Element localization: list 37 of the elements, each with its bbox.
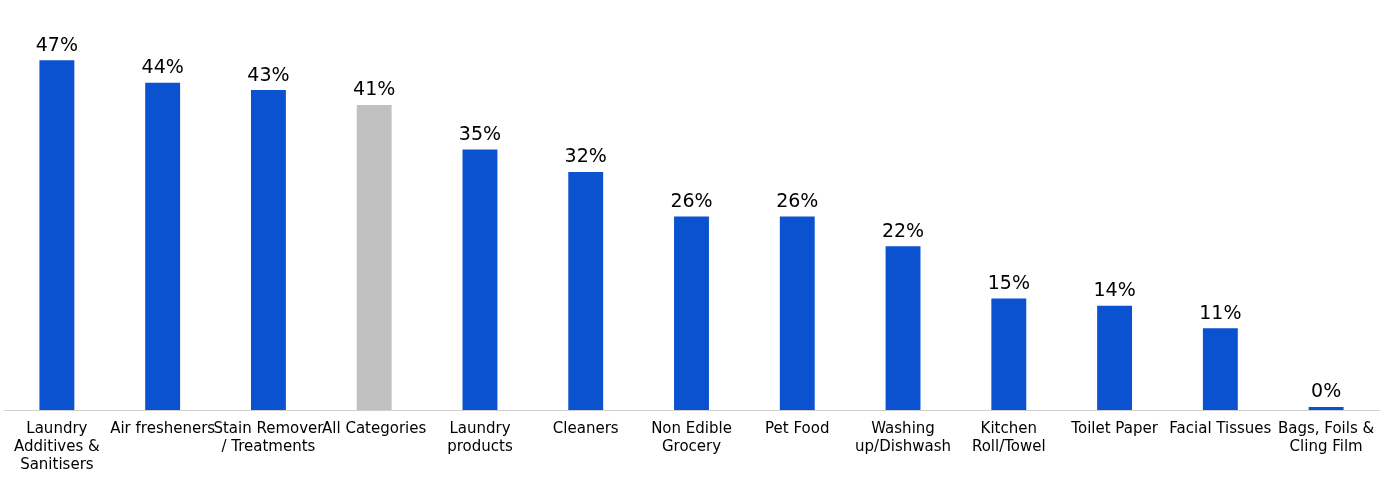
bar xyxy=(462,149,498,410)
bar xyxy=(356,104,392,410)
x-tick-label: Cleaners xyxy=(552,418,619,437)
x-tick-label: Laundry Additives & Sanitisers xyxy=(14,418,100,473)
data-label: 22% xyxy=(881,218,925,241)
x-tick-label: Non Edible Grocery xyxy=(651,418,732,455)
x-tick-label: Toilet Paper xyxy=(1070,418,1159,437)
data-label: 11% xyxy=(1199,300,1242,323)
x-tick-label: Washing up/Dishwash xyxy=(855,418,951,455)
data-label: 0% xyxy=(1311,379,1342,402)
x-tick-label: Laundry products xyxy=(447,418,513,455)
bar xyxy=(39,60,75,410)
bar xyxy=(779,216,815,410)
x-tick-label: Bags, Foils & Cling Film xyxy=(1277,418,1375,455)
bar xyxy=(674,216,709,410)
data-label: 14% xyxy=(1093,278,1136,301)
bar xyxy=(250,90,286,410)
data-label: 47% xyxy=(35,32,78,55)
bar xyxy=(1202,328,1238,410)
x-tick-label: Pet Food xyxy=(765,418,830,437)
data-label: 44% xyxy=(141,55,184,78)
data-label: 35% xyxy=(458,122,502,145)
data-label: 26% xyxy=(776,189,819,211)
x-tick-label: All Categories xyxy=(322,418,427,437)
bar xyxy=(145,82,181,410)
data-label: 32% xyxy=(564,144,607,167)
x-tick-label: Facial Tissues xyxy=(1169,418,1272,437)
bar xyxy=(991,298,1027,410)
bar xyxy=(1097,305,1133,410)
data-label: 15% xyxy=(987,270,1030,293)
data-label: 41% xyxy=(353,77,396,100)
x-tick-label: Air fresheners xyxy=(110,418,216,437)
data-label: 43% xyxy=(247,62,290,85)
data-label: 26% xyxy=(670,189,713,211)
bar xyxy=(568,171,604,410)
x-tick-label: Kitchen Roll/Towel xyxy=(971,418,1046,455)
bar xyxy=(885,246,921,410)
